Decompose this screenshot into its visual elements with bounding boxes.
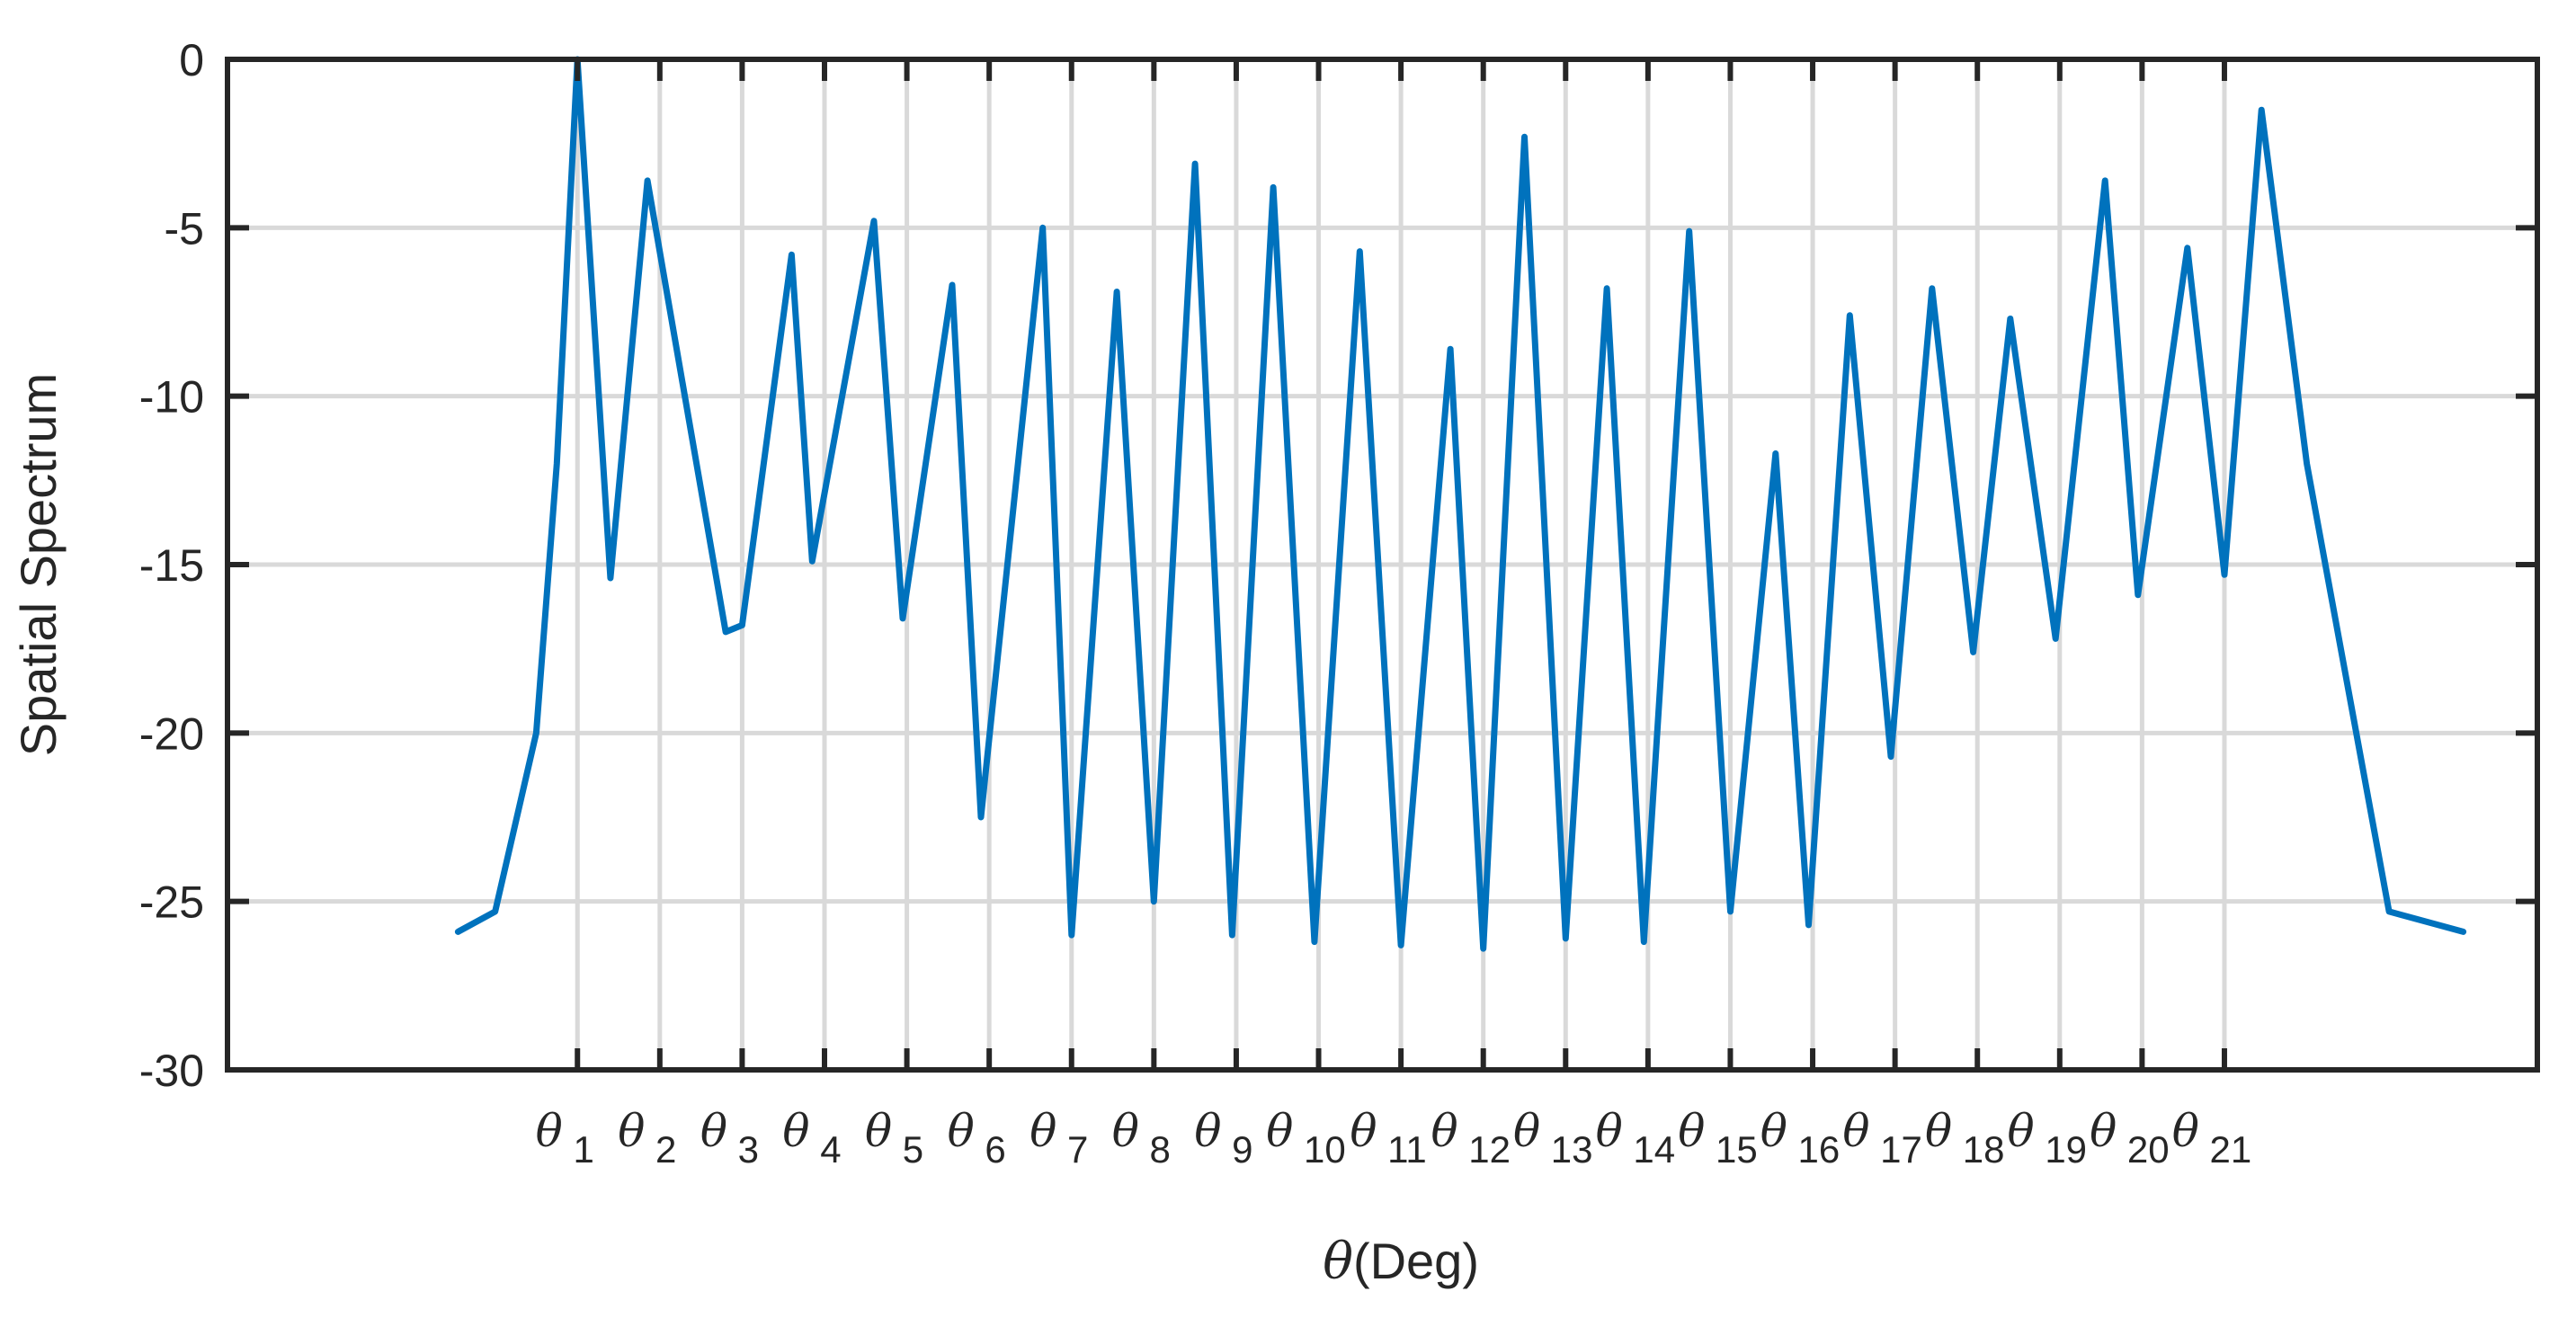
x-tick-label-symbol: θ — [1513, 1105, 1540, 1157]
x-tick-label-subscript: 20 — [2117, 1128, 2169, 1171]
x-tick-label-symbol: θ — [536, 1105, 563, 1157]
x-tick-label-subscript: 10 — [1293, 1128, 1345, 1171]
x-tick-label-symbol: θ — [2172, 1105, 2199, 1157]
x-tick-label-symbol: θ — [1112, 1105, 1139, 1157]
x-axis-label: θ(Deg) — [1323, 1233, 1479, 1291]
x-tick-label-subscript: 17 — [1869, 1128, 1921, 1171]
x-tick-label-subscript: 9 — [1221, 1128, 1252, 1171]
y-tick-label: -25 — [139, 877, 204, 928]
x-tick-label-symbol: θ — [1266, 1105, 1293, 1157]
x-tick-label: θ 2 — [618, 1105, 676, 1171]
spectrum-line — [454, 56, 2467, 952]
x-tick-label: θ 11 — [1350, 1105, 1426, 1171]
x-tick-label: θ 13 — [1513, 1105, 1593, 1171]
x-tick-label-symbol: θ — [618, 1105, 645, 1157]
x-tick-label-symbol: θ — [948, 1105, 975, 1157]
x-tick-label-subscript: 11 — [1377, 1128, 1427, 1171]
x-tick-label-symbol: θ — [1925, 1105, 1952, 1157]
x-tick-label-subscript: 7 — [1056, 1128, 1088, 1171]
x-tick-label: θ 17 — [1842, 1105, 1922, 1171]
x-tick-label-subscript: 3 — [727, 1128, 759, 1171]
x-tick-label-symbol: θ — [700, 1105, 727, 1157]
x-tick-label: θ 6 — [948, 1105, 1006, 1171]
x-tick-label-symbol: θ — [1596, 1105, 1623, 1157]
x-tick-label-subscript: 5 — [892, 1128, 923, 1171]
x-tick-label-symbol: θ — [1842, 1105, 1869, 1157]
x-tick-label-subscript: 2 — [645, 1128, 676, 1171]
x-tick-label-subscript: 14 — [1623, 1128, 1675, 1171]
x-tick-label-symbol: θ — [2090, 1105, 2117, 1157]
x-tick-label: θ 1 — [536, 1105, 594, 1171]
y-tick-label: -5 — [165, 203, 204, 254]
x-tick-label-subscript: 18 — [1952, 1128, 2004, 1171]
x-tick-label-subscript: 4 — [810, 1128, 842, 1171]
x-tick-label-subscript: 12 — [1458, 1128, 1511, 1171]
x-tick-label-subscript: 19 — [2035, 1128, 2087, 1171]
x-tick-label-symbol: θ — [1350, 1105, 1377, 1157]
x-axis-label-symbol: θ — [1323, 1233, 1353, 1291]
x-tick-label-subscript: 1 — [563, 1128, 594, 1171]
x-tick-label: θ 21 — [2172, 1105, 2252, 1171]
x-tick-label-subscript: 16 — [1787, 1128, 1840, 1171]
x-tick-label-symbol: θ — [782, 1105, 809, 1157]
x-tick-label-symbol: θ — [1030, 1105, 1056, 1157]
x-tick-label-symbol: θ — [2008, 1105, 2035, 1157]
x-tick-label-symbol: θ — [865, 1105, 892, 1157]
x-tick-label: θ 10 — [1266, 1105, 1346, 1171]
x-tick-label: θ 4 — [782, 1105, 841, 1171]
x-tick-label: θ 19 — [2008, 1105, 2088, 1171]
x-tick-label-subscript: 21 — [2199, 1128, 2251, 1171]
x-tick-label: θ 7 — [1030, 1105, 1088, 1171]
x-tick-label: θ 15 — [1678, 1105, 1758, 1171]
x-tick-label-symbol: θ — [1760, 1105, 1787, 1157]
x-tick-label: θ 20 — [2090, 1105, 2170, 1171]
x-tick-label: θ 5 — [865, 1105, 923, 1171]
x-tick-label: θ 16 — [1760, 1105, 1841, 1171]
x-tick-label-subscript: 6 — [975, 1128, 1006, 1171]
x-tick-label-symbol: θ — [1194, 1105, 1221, 1157]
x-tick-label: θ 18 — [1925, 1105, 2005, 1171]
x-axis-label-unit: (Deg) — [1353, 1233, 1479, 1289]
tick-layer — [227, 57, 2537, 1073]
x-tick-label: θ 3 — [700, 1105, 759, 1171]
y-axis-label: Spatial Spectrum — [10, 373, 67, 756]
y-tick-label: -15 — [139, 540, 204, 591]
line-layer — [454, 56, 2467, 952]
x-tick-label: θ 14 — [1596, 1105, 1676, 1171]
x-tick-label: θ 8 — [1112, 1105, 1171, 1171]
x-tick-label-symbol: θ — [1431, 1105, 1457, 1157]
x-tick-label: θ 12 — [1431, 1105, 1511, 1171]
y-tick-label: -20 — [139, 708, 204, 759]
x-tick-label-symbol: θ — [1678, 1105, 1705, 1157]
y-tick-label: -10 — [139, 372, 204, 423]
x-tick-label: θ 9 — [1194, 1105, 1252, 1171]
y-tick-label: -30 — [139, 1046, 204, 1096]
x-tick-label-subscript: 15 — [1705, 1128, 1757, 1171]
x-tick-label-subscript: 13 — [1540, 1128, 1592, 1171]
x-tick-label-subscript: 8 — [1139, 1128, 1171, 1171]
y-tick-label: 0 — [179, 35, 204, 85]
